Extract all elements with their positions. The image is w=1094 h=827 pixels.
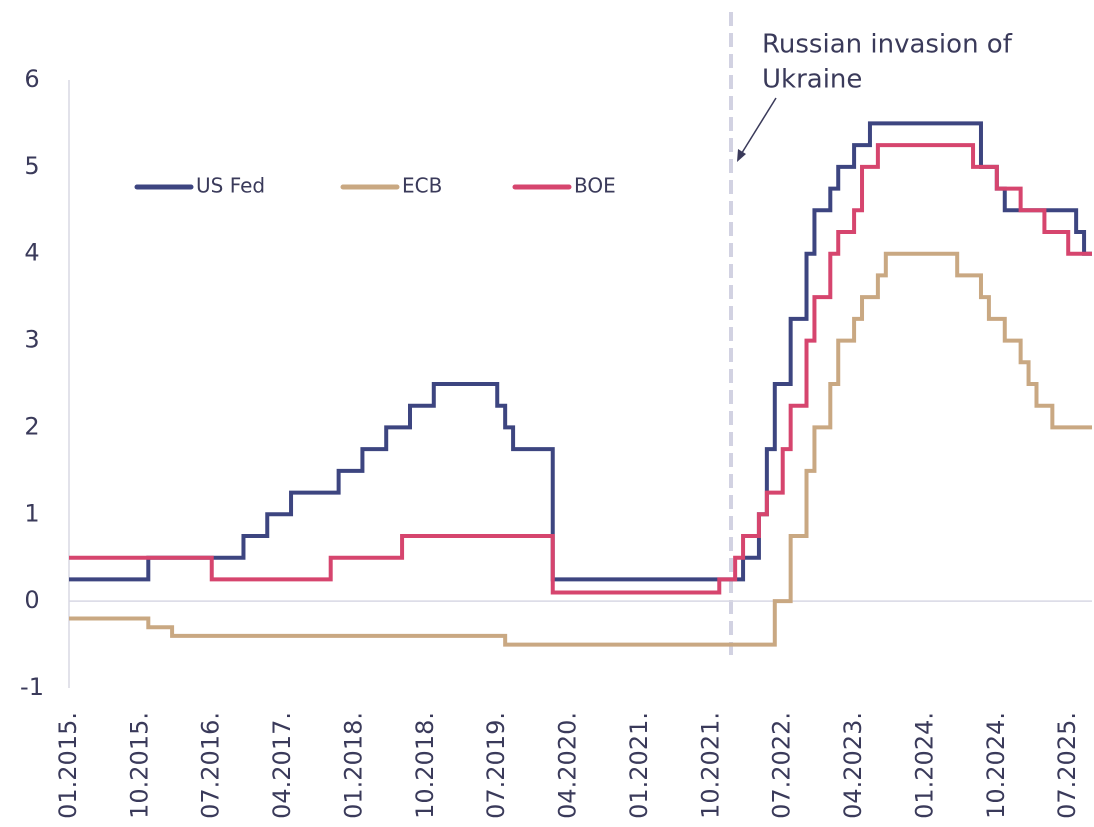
x-tick-label: 10.2024. (982, 712, 1010, 819)
y-tick-label: 0 (24, 586, 39, 614)
legend-label: BOE (574, 174, 616, 198)
y-tick-label: 1 (24, 499, 39, 527)
y-tick-label: 2 (24, 412, 39, 440)
x-tick-label: 04.2017. (268, 712, 296, 819)
x-tick-label: 10.2021. (696, 712, 724, 819)
legend-label: ECB (402, 174, 442, 198)
annotation: Russian invasion of (762, 30, 1013, 60)
x-tick-label: 07.2019. (482, 712, 510, 819)
x-tick-label: 07.2016. (197, 712, 225, 819)
legend-label: US Fed (196, 174, 265, 198)
y-tick-label: 5 (24, 152, 39, 180)
x-tick-label: 01.2015. (54, 712, 82, 819)
x-tick-label: 04.2023. (839, 712, 867, 819)
x-tick-label: 10.2015. (125, 712, 153, 819)
x-tick-label: 01.2018. (339, 712, 367, 819)
x-tick-label: 07.2022. (768, 712, 796, 819)
x-tick-label: 01.2021. (625, 712, 653, 819)
series-line (69, 251, 1092, 647)
series-line (69, 121, 1092, 582)
series-line (69, 143, 1092, 595)
x-tick-label: 01.2024. (910, 712, 938, 819)
y-tick-label: -1 (20, 673, 44, 701)
y-tick-label: 6 (24, 65, 39, 93)
annotation: Ukraine (762, 65, 862, 95)
annotation-arrow (739, 97, 777, 157)
x-tick-label: 07.2025. (1053, 712, 1081, 819)
x-tick-label: 10.2018. (411, 712, 439, 819)
x-tick-label: 04.2020. (554, 712, 582, 819)
y-tick-label: 3 (24, 326, 39, 354)
y-tick-label: 4 (24, 239, 39, 267)
arrow-head (737, 149, 746, 162)
